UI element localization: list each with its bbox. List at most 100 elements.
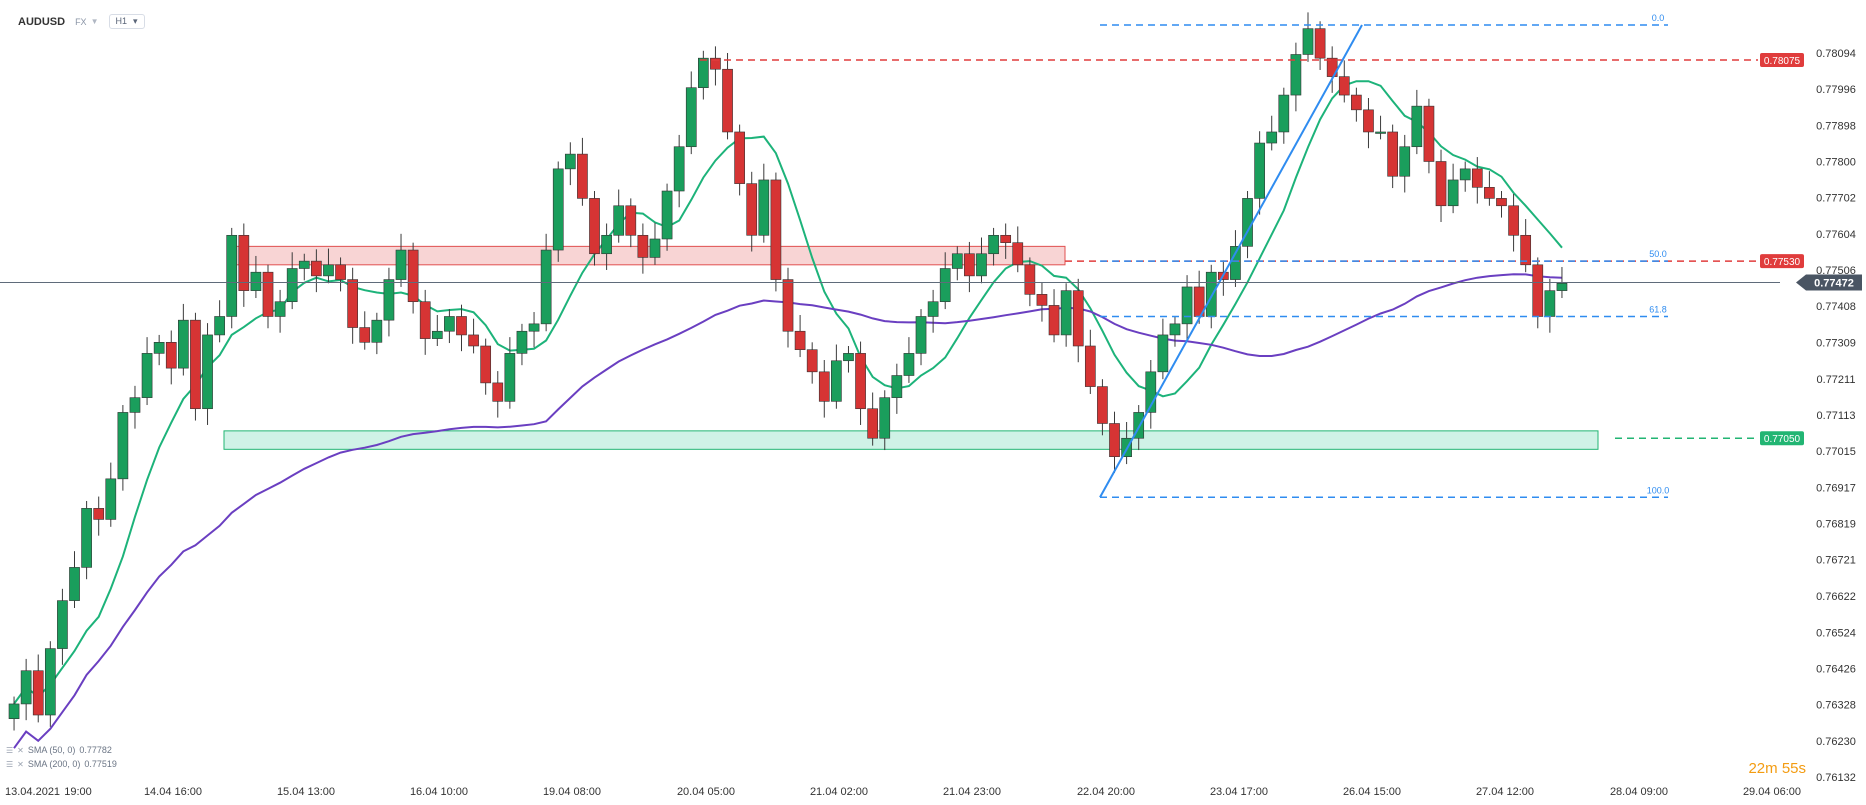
- fib-level-label: 50.0: [1649, 249, 1667, 259]
- price-level-badge: [1760, 53, 1804, 68]
- candle-body: [818, 371, 830, 402]
- candle-body: [1060, 290, 1072, 336]
- candle: [1435, 149, 1447, 223]
- candle-body: [734, 131, 745, 184]
- candle: [867, 392, 878, 446]
- candle-body: [976, 253, 987, 277]
- candle: [1109, 411, 1120, 473]
- settings-icon[interactable]: ☰: [6, 745, 14, 755]
- sma-50-value: 0.77782: [79, 745, 112, 755]
- candle: [1278, 87, 1290, 144]
- time-axis-label: 21.04 02:00: [810, 786, 868, 798]
- candle: [964, 241, 975, 293]
- candle-body: [939, 268, 951, 303]
- candle-body: [1145, 371, 1157, 413]
- candle-body: [1157, 334, 1169, 373]
- candle-body: [1024, 264, 1036, 295]
- candle: [69, 551, 80, 608]
- candle-body: [383, 279, 395, 321]
- candle: [1520, 219, 1532, 273]
- candle-body: [1435, 161, 1447, 207]
- price-level-label: 0.77050: [1764, 434, 1801, 445]
- candle-body: [117, 412, 129, 480]
- candle-body: [601, 234, 612, 255]
- candle: [831, 344, 842, 409]
- candle-body: [419, 301, 431, 339]
- price-level-badge: [1760, 431, 1804, 446]
- candle-body: [480, 345, 492, 384]
- time-axis-label: 20.04 05:00: [677, 786, 735, 798]
- candle-body: [93, 508, 105, 520]
- candle-body: [202, 334, 213, 410]
- candle-body: [722, 68, 733, 133]
- candle: [20, 658, 32, 721]
- candle-body: [710, 57, 721, 70]
- candle: [1060, 283, 1072, 347]
- close-icon[interactable]: ✕: [17, 759, 24, 769]
- candle-body: [468, 334, 479, 347]
- candle: [359, 311, 371, 350]
- candle-body: [492, 382, 504, 402]
- candle: [32, 654, 44, 723]
- candle-body: [1278, 94, 1290, 133]
- legend-sma-50[interactable]: ☰ ✕ SMA (50, 0) 0.77782: [6, 745, 112, 755]
- candle: [806, 342, 818, 384]
- candle: [685, 71, 697, 155]
- symbol-label[interactable]: AUDUSD: [18, 15, 66, 28]
- price-tick-label: 0.77015: [1816, 446, 1856, 458]
- time-axis-label: 21.04 23:00: [943, 786, 1001, 798]
- price-tick-label: 0.76524: [1816, 627, 1856, 639]
- candle: [117, 405, 129, 491]
- price-tick-label: 0.78094: [1816, 48, 1856, 60]
- candle-body: [879, 397, 891, 439]
- candle-body: [637, 234, 649, 258]
- sma-200-value: 0.77519: [84, 759, 117, 769]
- candle: [915, 309, 927, 366]
- candle: [1496, 191, 1507, 218]
- support-zone: [223, 430, 1599, 450]
- candle: [1012, 226, 1024, 273]
- candle-body: [44, 648, 56, 716]
- symbol-dropdown-icon[interactable]: ▼: [90, 17, 99, 26]
- candle: [1484, 171, 1495, 206]
- candle: [1169, 316, 1181, 347]
- candle-body: [69, 567, 80, 601]
- market-type-label: FX: [75, 16, 87, 27]
- candle-body: [371, 319, 383, 343]
- candle: [637, 223, 649, 274]
- candle-body: [903, 353, 915, 376]
- candle: [1181, 275, 1193, 341]
- settings-icon[interactable]: ☰: [6, 759, 14, 769]
- candle: [1399, 134, 1411, 193]
- candle-body: [782, 279, 794, 332]
- timeframe-selector[interactable]: H1 ▾: [108, 14, 145, 29]
- candle: [1254, 131, 1265, 215]
- price-tick-label: 0.77113: [1817, 410, 1856, 422]
- price-tick-label: 0.76328: [1816, 700, 1856, 712]
- candle-body: [661, 190, 673, 240]
- timer-minutes: 22m: [1748, 760, 1778, 777]
- candle: [226, 227, 238, 329]
- candle: [1471, 157, 1483, 204]
- close-icon[interactable]: ✕: [17, 745, 24, 755]
- candle: [141, 337, 153, 406]
- candle: [1000, 223, 1012, 259]
- candle: [625, 198, 637, 248]
- candle-body: [311, 260, 322, 277]
- fib-level-label: 0.0: [1652, 13, 1665, 23]
- candle: [1097, 379, 1108, 436]
- time-axis-label: 27.04 12:00: [1476, 786, 1534, 798]
- candle-body: [1097, 386, 1108, 424]
- candle-body: [649, 238, 661, 258]
- candle-body: [1048, 305, 1060, 336]
- legend-sma-200[interactable]: ☰ ✕ SMA (200, 0) 0.77519: [6, 759, 117, 769]
- time-axis-label: 28.04 09:00: [1610, 786, 1668, 798]
- candle: [298, 253, 310, 281]
- candle-body: [758, 179, 770, 236]
- time-axis-label: 19.04 08:00: [543, 786, 601, 798]
- candle: [1314, 21, 1326, 70]
- candle: [1375, 115, 1386, 140]
- candle-body: [843, 353, 854, 362]
